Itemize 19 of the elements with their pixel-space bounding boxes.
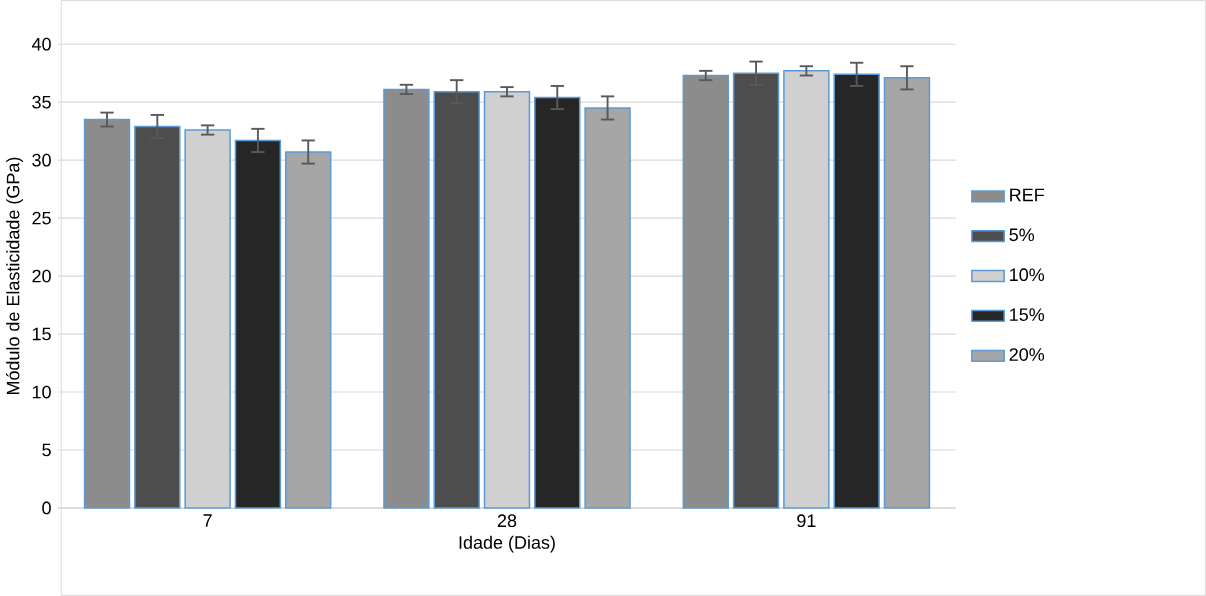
x-tick-label: 91 <box>797 514 816 528</box>
y-tick-label: 20 <box>32 269 51 283</box>
x-tick-label: 7 <box>203 514 212 527</box>
legend-label: 5% <box>1009 228 1035 242</box>
y-tick-label: 10 <box>32 385 51 399</box>
y-tick-label: 30 <box>32 153 51 167</box>
y-tick-label: 15 <box>32 327 51 341</box>
y-tick-label: 5 <box>42 443 51 457</box>
legend-label: 10% <box>1010 268 1045 282</box>
legend-label: 15% <box>1010 308 1045 322</box>
y-tick-label: 25 <box>32 211 51 225</box>
y-axis-title: Módulo de Elasticidade (GPa) <box>6 157 23 395</box>
x-axis-title: Idade (Dias) <box>459 535 555 553</box>
x-tick-label: 28 <box>497 514 517 528</box>
y-tick-label: 35 <box>32 95 51 109</box>
legend-label: 20% <box>1009 348 1045 361</box>
y-tick-label: 40 <box>31 37 51 51</box>
y-tick-label: 0 <box>42 501 51 515</box>
legend-label: REF <box>1010 188 1044 202</box>
